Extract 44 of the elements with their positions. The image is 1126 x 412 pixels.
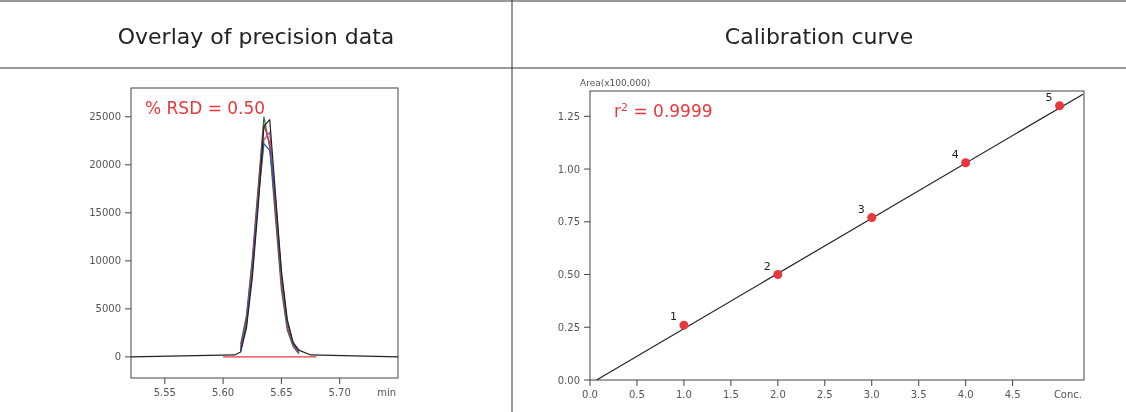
point [773,270,783,280]
y-tick-label: 20000 [89,159,121,171]
x-axis-title: Conc. [1053,389,1082,400]
point [961,158,971,168]
x-tick-label: 1.0 [675,389,692,400]
x-tick-label: 3.5 [910,389,927,400]
y-tick-label: 15000 [89,207,121,219]
y-tick-label: 0.25 [557,321,580,333]
annotation: 5 [1045,90,1053,104]
x-axis-title: min [377,387,396,398]
annotation: 2 [763,259,771,273]
point [1055,101,1065,111]
annotation: 4 [951,147,959,161]
y-tick-label: 0.75 [557,216,580,228]
x-tick-label: 3.0 [863,389,880,400]
x-tick-label: 2.0 [769,389,786,400]
y-tick-label: 25000 [89,111,121,123]
x-tick-label: 5.55 [153,387,176,398]
x-tick-label: 4.0 [957,389,974,400]
y-tick-label: 10000 [89,255,121,267]
chart-title: Overlay of precision data [117,24,395,49]
y-tick-label: 1.00 [557,163,580,175]
y-tick-label: 5000 [95,303,121,315]
y-tick-label: 0 [114,351,121,363]
x-tick-label: 5.65 [270,387,293,398]
point [679,320,689,330]
annotation: r$^{2}$ = 0.9999 [614,100,713,121]
y-axis-title: Area(x100,000) [580,78,651,88]
annotation: % RSD = 0.50 [145,98,266,118]
annotation: 1 [669,310,677,324]
y-tick-label: 1.25 [557,110,580,122]
y-tick-label: 0.00 [557,374,580,386]
x-tick-label: 0.5 [629,389,645,400]
x-tick-label: 4.5 [1004,389,1021,400]
chart-title: Calibration curve [724,24,914,49]
x-tick-label: 0.0 [582,389,598,400]
x-tick-label: 1.5 [722,389,739,400]
line-series [130,119,399,358]
point [867,213,877,223]
x-tick-label: 2.5 [816,389,833,400]
y-tick-label: 0.50 [557,269,580,281]
x-tick-label: 5.60 [211,387,235,398]
x-tick-label: 5.70 [328,387,351,398]
annotation: 3 [857,202,865,216]
